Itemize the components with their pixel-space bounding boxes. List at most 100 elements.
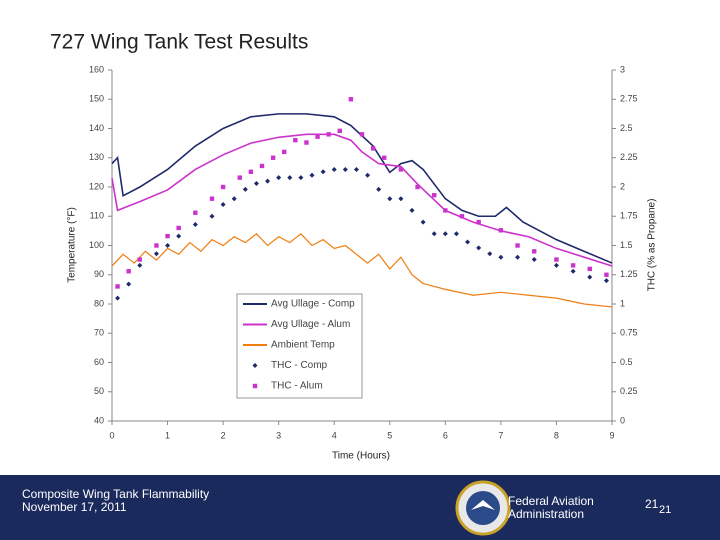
point	[137, 257, 142, 262]
point	[248, 169, 254, 174]
y-tick-label: 130	[89, 152, 104, 162]
y2-tick-label: 0.25	[620, 386, 638, 396]
point	[115, 284, 120, 289]
y-tick-label: 110	[90, 211, 104, 221]
point	[382, 155, 387, 160]
y2-tick-label: 0	[620, 415, 625, 425]
point	[154, 243, 159, 248]
x-tick-label: 7	[498, 430, 503, 440]
point	[554, 257, 559, 262]
legend-label: THC - Comp	[271, 360, 328, 371]
point	[265, 178, 271, 184]
x-axis-label: Time (Hours)	[332, 451, 390, 462]
point	[176, 233, 182, 239]
point	[298, 175, 304, 181]
y-tick-label: 60	[94, 357, 104, 367]
point	[398, 167, 404, 172]
point	[209, 196, 215, 201]
point	[370, 146, 376, 151]
point	[459, 214, 465, 219]
x-tick-label: 2	[221, 430, 226, 440]
point	[326, 132, 331, 137]
legend-label: THC - Alum	[271, 381, 323, 392]
legend-swatch	[252, 363, 258, 368]
faa-seal	[455, 480, 511, 536]
y-tick-label: 100	[89, 240, 104, 250]
point	[365, 172, 371, 178]
footer-text: November 17, 2011	[22, 500, 127, 514]
point	[237, 175, 242, 180]
y2-tick-label: 1.25	[620, 269, 638, 279]
point	[415, 184, 420, 190]
x-tick-label: 5	[387, 430, 392, 440]
point	[442, 231, 448, 237]
y2-tick-label: 1.5	[620, 240, 633, 250]
x-tick-label: 3	[276, 430, 281, 440]
point	[553, 262, 559, 268]
x-tick-label: 0	[109, 430, 114, 440]
point	[604, 272, 609, 277]
point	[498, 254, 504, 260]
point	[348, 97, 354, 102]
y-tick-label: 160	[89, 64, 104, 74]
point	[209, 213, 215, 219]
point	[531, 257, 537, 263]
point	[465, 239, 471, 245]
y2-tick-label: 2	[620, 181, 625, 191]
y-tick-label: 40	[94, 415, 104, 425]
point	[276, 175, 282, 181]
point	[337, 128, 342, 134]
legend-label: Avg Ullage - Alum	[271, 319, 350, 330]
page-number: 21	[659, 504, 671, 516]
point	[443, 208, 448, 213]
series-line	[111, 113, 613, 264]
point	[432, 192, 437, 198]
y2-axis-label: THC (% as Propane)	[647, 199, 658, 292]
x-tick-label: 4	[332, 430, 337, 440]
point	[515, 254, 521, 260]
agency-name: Federal Aviation	[508, 494, 594, 508]
point	[253, 180, 259, 186]
y2-tick-label: 2.25	[620, 152, 638, 162]
y-tick-label: 150	[89, 94, 104, 104]
footer-text: Composite Wing Tank Flammability	[22, 487, 209, 501]
point	[126, 269, 131, 274]
series-line	[111, 133, 613, 267]
point	[431, 231, 437, 237]
agency-name: Administration	[508, 507, 584, 521]
point	[126, 281, 132, 287]
point	[376, 186, 382, 192]
y-tick-label: 80	[94, 298, 104, 308]
point	[359, 132, 365, 137]
point	[342, 166, 348, 172]
point	[193, 210, 198, 215]
point	[476, 245, 482, 251]
y2-tick-label: 1	[620, 298, 625, 308]
point	[220, 184, 226, 190]
point	[515, 243, 520, 248]
point	[231, 196, 237, 202]
legend-label: Avg Ullage - Comp	[271, 299, 355, 310]
legend-swatch	[252, 383, 258, 389]
point	[287, 175, 293, 181]
y2-tick-label: 1.75	[620, 211, 638, 221]
point	[532, 249, 537, 254]
x-tick-label: 1	[165, 430, 170, 440]
point	[320, 169, 326, 175]
point	[309, 172, 315, 178]
point	[282, 149, 287, 155]
y-tick-label: 120	[89, 181, 104, 191]
point	[165, 243, 171, 248]
point	[409, 207, 415, 213]
y-tick-label: 50	[94, 386, 104, 396]
y-axis-label: Temperature (°F)	[67, 207, 78, 283]
point	[220, 202, 226, 208]
y-tick-label: 90	[94, 269, 104, 279]
series-line	[111, 232, 613, 308]
y2-tick-label: 0.5	[620, 357, 633, 367]
legend-label: Ambient Temp	[271, 340, 335, 351]
point	[242, 186, 248, 192]
point	[570, 268, 576, 274]
